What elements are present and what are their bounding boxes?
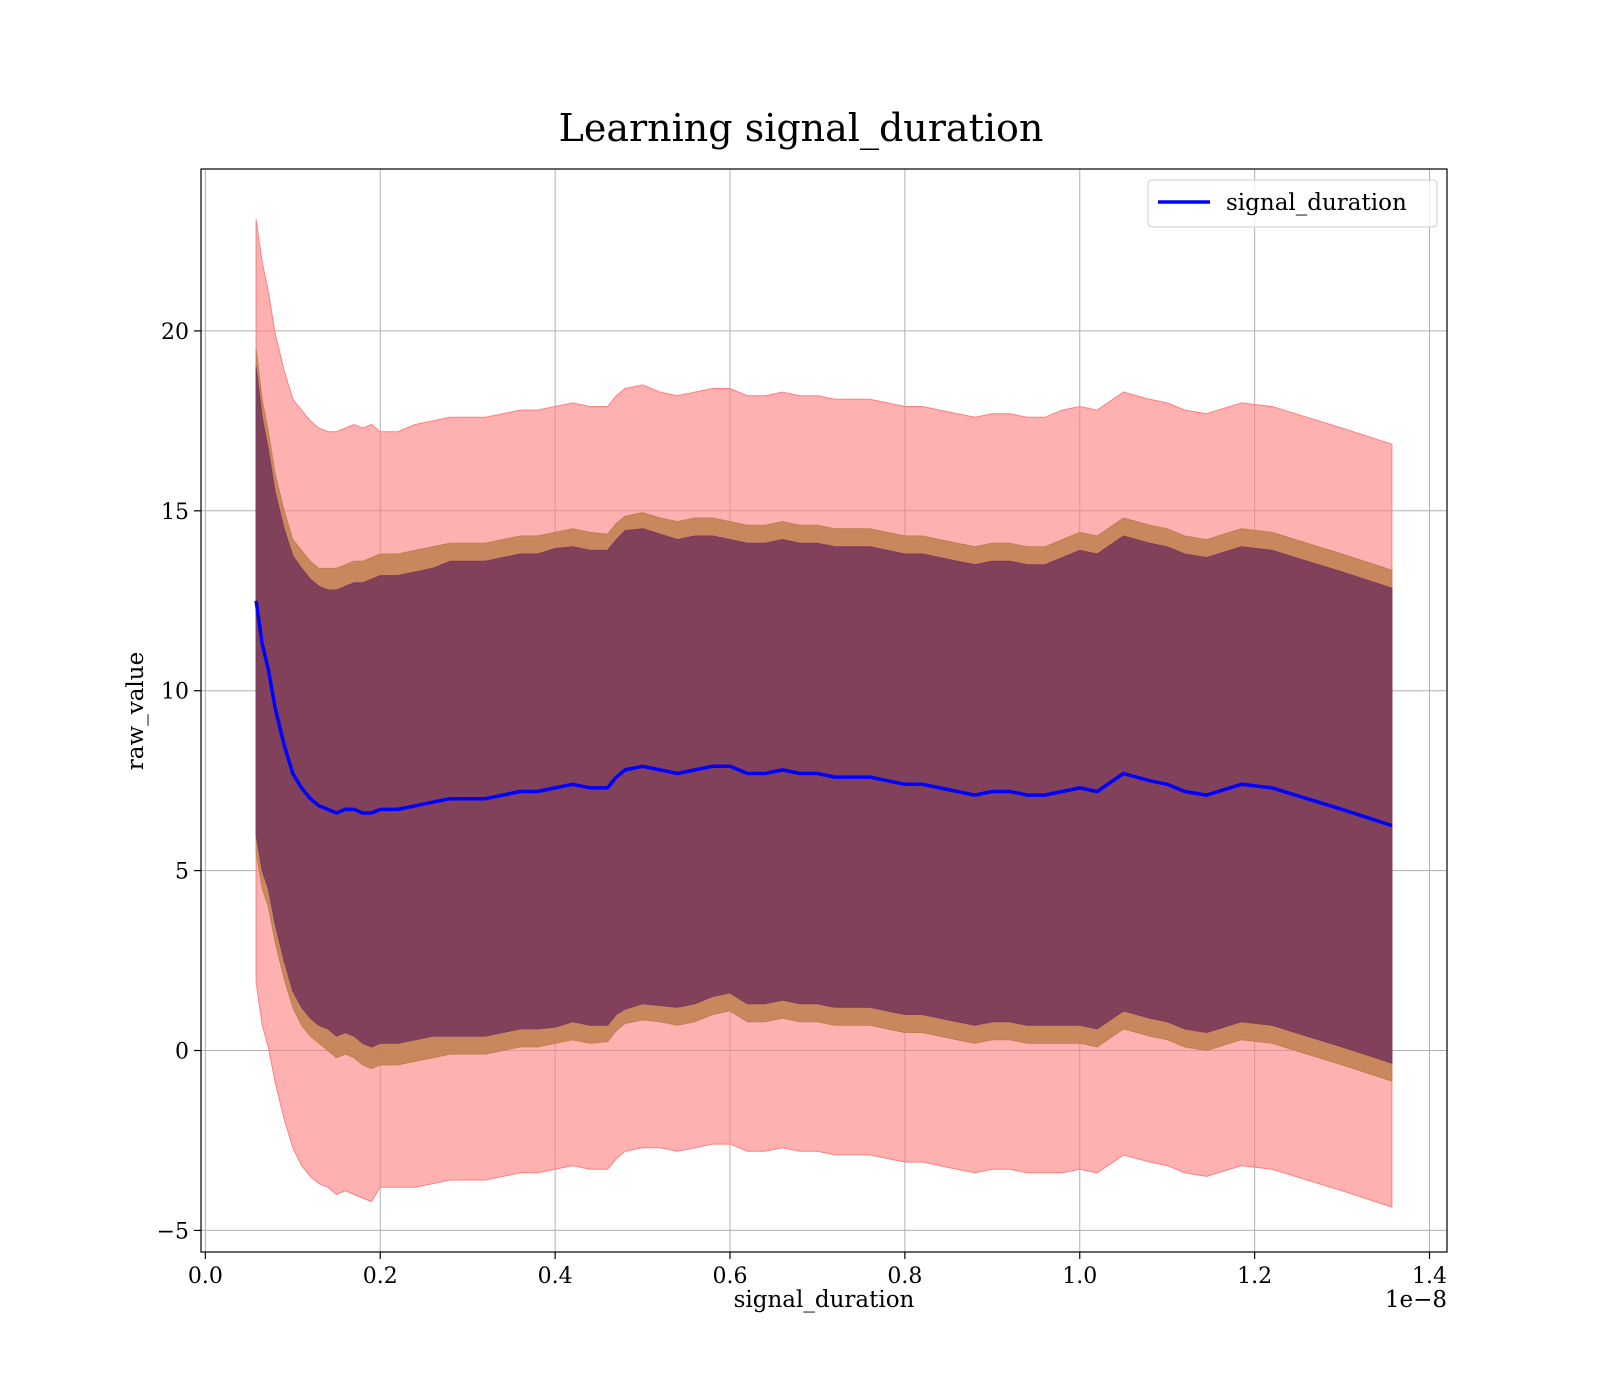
chart-title: Learning signal_duration — [559, 106, 1044, 151]
x-tick-label: 0.0 — [188, 1264, 223, 1289]
y-axis: −5 0 5 10 15 20 — [157, 320, 201, 1244]
x-tick-label: 0.2 — [363, 1264, 398, 1289]
y-axis-label: raw_value — [123, 652, 149, 770]
series-line-signal-duration — [254, 600, 1393, 828]
y-tick-label: 0 — [175, 1040, 189, 1065]
x-tick-label: 0.4 — [538, 1264, 573, 1289]
legend-box — [1147, 179, 1438, 228]
x-tick-label: 0.8 — [887, 1264, 922, 1289]
x-axis: 0.0 0.2 0.4 0.6 0.8 1.0 1.2 1.4 — [188, 1252, 1447, 1289]
y-tick-label: 20 — [161, 320, 189, 345]
bands — [255, 219, 1393, 1208]
plot-frame — [200, 168, 1448, 1253]
legend: signal_duration — [1147, 179, 1438, 228]
x-tick-label: 1.4 — [1412, 1264, 1447, 1289]
legend-label: signal_duration — [1226, 190, 1407, 216]
x-tick-label: 0.6 — [713, 1264, 748, 1289]
x-axis-label: signal_duration — [734, 1287, 915, 1313]
y-tick-label: −5 — [157, 1219, 189, 1244]
y-tick-label: 10 — [161, 680, 189, 705]
x-tick-label: 1.2 — [1237, 1264, 1272, 1289]
y-tick-label: 15 — [161, 500, 189, 525]
x-tick-label: 1.0 — [1062, 1264, 1097, 1289]
y-tick-label: 5 — [175, 860, 189, 885]
x-offset-label: 1e−8 — [1385, 1287, 1447, 1313]
inner-band — [255, 366, 1393, 1064]
